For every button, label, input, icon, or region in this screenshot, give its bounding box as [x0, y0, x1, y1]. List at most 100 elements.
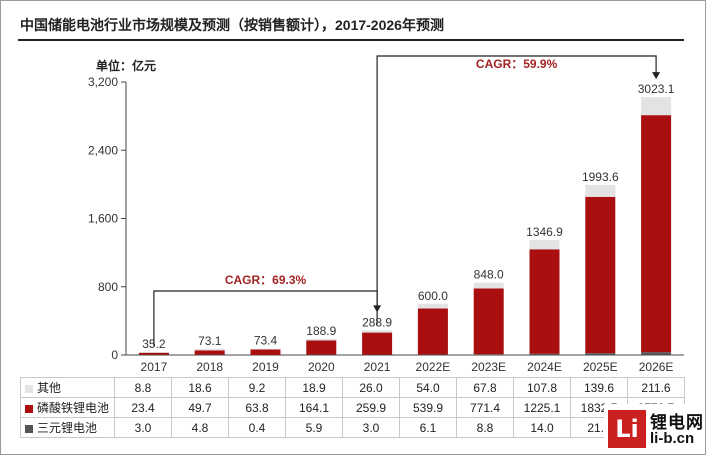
- table-cell: 259.9: [342, 397, 400, 418]
- total-label: 1346.9: [526, 225, 563, 239]
- table-cell: 211.6: [627, 377, 685, 398]
- category-label: 2020: [308, 360, 335, 374]
- cagr-label: CAGR：59.9%: [476, 57, 558, 71]
- legend-label: 其他: [37, 381, 62, 395]
- logo-url: li-b.cn: [650, 430, 695, 447]
- table-cell: 9.2: [228, 377, 286, 398]
- table-cell: 164.1: [285, 397, 343, 418]
- bar-other-2025E: [585, 184, 616, 197]
- bar-lfp-2025E: [585, 196, 616, 354]
- total-label: 600.0: [418, 289, 448, 303]
- legend-swatch: [25, 404, 33, 413]
- bar-other-2020: [306, 338, 337, 341]
- bar-ternary-2020: [306, 354, 337, 355]
- y-tick-label: 2,400: [88, 143, 118, 157]
- table-cell: 1225.1: [513, 397, 571, 418]
- cagr-bracket: [376, 55, 657, 325]
- table-cell: 4.8: [171, 417, 229, 438]
- total-label: 73.1: [198, 334, 222, 348]
- category-label: 2017: [141, 360, 168, 374]
- bar-other-2022E: [417, 303, 448, 309]
- y-tick-label: 800: [98, 280, 118, 294]
- bar-ternary-2026E: [641, 352, 672, 355]
- legend-swatch: [25, 384, 33, 393]
- table-cell: 18.6: [171, 377, 229, 398]
- bar-other-2017: [138, 351, 169, 353]
- table-cell: 8.8: [114, 377, 172, 398]
- legend-label: 磷酸铁锂电池: [37, 401, 110, 415]
- table-row-header: 其他: [20, 377, 115, 398]
- table-row: 其他 8.8 18.6 9.2 18.9 26.0 54.0 67.8 107.8 139.6 21…: [20, 377, 685, 398]
- logo-name: 锂电网: [650, 413, 704, 432]
- table-row: 磷酸铁锂电池 23.4 49.7 63.8 164.1 259.9 539.9 771.4 12…: [20, 397, 685, 418]
- bar-other-2023E: [473, 282, 504, 289]
- data-table: 其他 8.8 18.6 9.2 18.9 26.0 54.0 67.8 107.8 139.6 21…: [20, 377, 685, 438]
- table-cell: 539.9: [399, 397, 457, 418]
- cagr-label: CAGR：69.3%: [225, 273, 307, 287]
- category-label: 2021: [364, 360, 391, 374]
- bar-lfp-2019: [250, 349, 281, 355]
- bar-lfp-2018: [194, 350, 225, 355]
- bar-other-2021: [362, 330, 393, 333]
- y-tick-label: 3,200: [88, 75, 118, 89]
- bar-lfp-2021: [362, 332, 393, 355]
- legend-label: 三元锂电池: [37, 421, 98, 435]
- table-cell: 3.0: [342, 417, 400, 438]
- category-label: 2022E: [416, 360, 451, 374]
- table-cell: 107.8: [513, 377, 571, 398]
- total-label: 1993.6: [582, 170, 619, 184]
- table-cell: 5.9: [285, 417, 343, 438]
- bar-lfp-2017: [138, 352, 169, 355]
- bar-lfp-2020: [306, 340, 337, 355]
- category-label: 2019: [252, 360, 279, 374]
- table-cell: 6.1: [399, 417, 457, 438]
- table-cell: 26.0: [342, 377, 400, 398]
- legend-swatch: [25, 424, 33, 433]
- bar-ternary-2017: [138, 354, 169, 356]
- table-cell: 67.8: [456, 377, 514, 398]
- category-label: 2023E: [471, 360, 506, 374]
- table-cell: 771.4: [456, 397, 514, 418]
- table-cell: 139.6: [570, 377, 628, 398]
- table-row-header: 磷酸铁锂电池: [20, 397, 115, 418]
- bar-ternary-2021: [362, 354, 393, 356]
- logo: Li 锂电网 li-b.cn: [604, 404, 704, 454]
- table-cell: 0.4: [228, 417, 286, 438]
- bar-ternary-2025E: [585, 353, 616, 355]
- category-label: 2018: [196, 360, 223, 374]
- category-label: 2024E: [527, 360, 562, 374]
- bar-ternary-2022E: [417, 354, 448, 355]
- total-label: 73.4: [254, 334, 278, 348]
- y-tick-label: 0: [111, 348, 118, 362]
- bar-lfp-2022E: [417, 308, 448, 355]
- table-cell: 63.8: [228, 397, 286, 418]
- bar-ternary-2018: [194, 354, 225, 356]
- table-cell: 49.7: [171, 397, 229, 418]
- category-label: 2026E: [639, 360, 674, 374]
- table-cell: 3.0: [114, 417, 172, 438]
- unit-label: 单位：亿元: [96, 59, 157, 73]
- table-cell: 18.9: [285, 377, 343, 398]
- table-cell: 23.4: [114, 397, 172, 418]
- total-label: 848.0: [474, 268, 504, 282]
- table-cell: 8.8: [456, 417, 514, 438]
- y-tick-label: 1,600: [88, 212, 118, 226]
- bar-other-2018: [194, 348, 225, 351]
- bar-ternary-2023E: [473, 354, 504, 355]
- table-cell: 54.0: [399, 377, 457, 398]
- logo-mark-icon: Li: [608, 410, 646, 448]
- bar-other-2024E: [529, 240, 560, 250]
- bar-lfp-2023E: [473, 288, 504, 355]
- table-row-header: 三元锂电池: [20, 417, 115, 438]
- bar-ternary-2019: [250, 354, 281, 356]
- bar-other-2026E: [641, 97, 672, 116]
- category-label: 2025E: [583, 360, 618, 374]
- bar-other-2019: [250, 348, 281, 350]
- total-label: 188.9: [306, 324, 336, 338]
- total-label: 3023.1: [638, 82, 675, 96]
- bar-lfp-2024E: [529, 249, 560, 354]
- bar-ternary-2024E: [529, 353, 560, 355]
- chart-title: 中国储能电池行业市场规模及预测（按销售额计），2017-2026年预测: [20, 17, 444, 33]
